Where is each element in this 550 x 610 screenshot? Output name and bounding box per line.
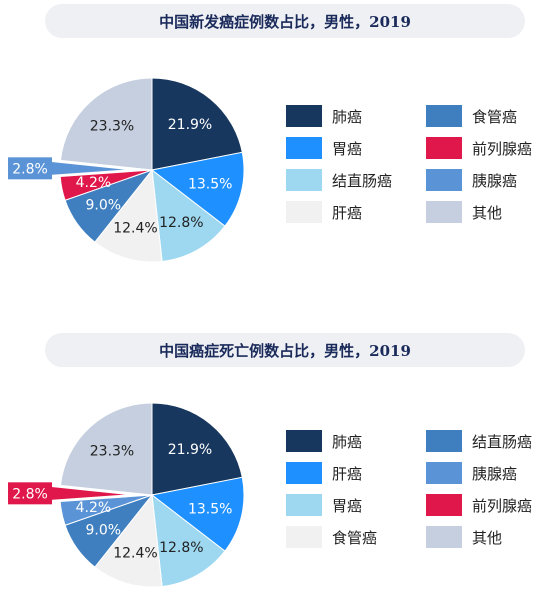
- legend-label: 肝癌: [332, 203, 363, 222]
- legend-item-0: 肺癌: [286, 105, 362, 127]
- legend-swatch: [426, 169, 462, 191]
- pie-callout-box-6: [8, 157, 53, 180]
- chart-title-deaths: 中国癌症死亡例数占比，男性，2019: [45, 333, 525, 367]
- legend-item-5: 胰腺癌: [426, 169, 517, 191]
- pie-slice-1: [150, 151, 245, 227]
- legend-swatch: [286, 430, 322, 452]
- legend-label: 食管癌: [332, 528, 378, 547]
- legend-swatch: [426, 201, 462, 223]
- legend-label: 肝癌: [332, 464, 363, 483]
- legend-item-7: 其他: [426, 526, 502, 548]
- legend-label: 其他: [472, 203, 503, 222]
- legend-item-0: 肺癌: [286, 430, 362, 452]
- pie-chart-new-cases: 21.9% 13.5% 12.8%12.4% 9.0% 4.2% 2.8% 23.3%: [8, 77, 245, 263]
- legend-item-3: 胰腺癌: [426, 462, 517, 484]
- legend-swatch: [286, 169, 322, 191]
- pie-data-label-1: 13.5%: [188, 502, 232, 518]
- legend-swatch: [426, 430, 462, 452]
- legend-swatch: [286, 201, 322, 223]
- pie-data-label-0: 21.9%: [168, 442, 212, 458]
- pie-slice-5: [59, 169, 153, 201]
- legend-new-cases: 肺癌 食管癌胃癌 前列腺癌结直肠癌 胰腺癌肝癌 其他: [286, 105, 546, 235]
- pie-data-label-4: 9.0%: [85, 198, 121, 214]
- legend-swatch: [426, 526, 462, 548]
- pie-data-label-0: 21.9%: [168, 117, 212, 133]
- pie-slice-7: [59, 77, 153, 171]
- legend-item-1: 结直肠癌: [426, 430, 532, 452]
- legend-swatch: [426, 137, 462, 159]
- legend-swatch: [286, 494, 322, 516]
- legend-item-2: 肝癌: [286, 462, 362, 484]
- pie-slice-2: [151, 168, 226, 262]
- legend-item-6: 食管癌: [286, 526, 377, 548]
- pie-callout-box-6: [8, 482, 53, 505]
- pie-data-label-1: 13.5%: [188, 177, 232, 193]
- legend-swatch: [286, 462, 322, 484]
- pie-slice-3: [94, 493, 163, 588]
- legend-label: 结直肠癌: [472, 432, 533, 451]
- pie-data-label-7: 23.3%: [90, 444, 134, 460]
- legend-label: 肺癌: [332, 432, 363, 451]
- legend-item-1: 食管癌: [426, 105, 517, 127]
- legend-label: 胃癌: [332, 496, 363, 515]
- legend-item-3: 前列腺癌: [426, 137, 532, 159]
- legend-swatch: [426, 105, 462, 127]
- pie-data-label-6: 2.8%: [12, 161, 48, 177]
- pie-data-label-3: 12.4%: [113, 545, 157, 561]
- legend-label: 前列腺癌: [472, 496, 533, 515]
- legend-swatch: [286, 105, 322, 127]
- pie-data-label-3: 12.4%: [113, 220, 157, 236]
- legend-swatch: [286, 137, 322, 159]
- pie-data-label-5: 4.2%: [76, 500, 112, 516]
- legend-item-5: 前列腺癌: [426, 494, 532, 516]
- legend-item-4: 结直肠癌: [286, 169, 392, 191]
- legend-label: 胃癌: [332, 139, 363, 158]
- legend-item-6: 肝癌: [286, 201, 362, 223]
- legend-item-4: 胃癌: [286, 494, 362, 516]
- legend-label: 胰腺癌: [472, 171, 518, 190]
- pie-data-label-5: 4.2%: [76, 175, 112, 191]
- legend-deaths: 肺癌 结直肠癌肝癌 胰腺癌胃癌 前列腺癌食管癌 其他: [286, 430, 546, 560]
- legend-item-2: 胃癌: [286, 137, 362, 159]
- legend-label: 其他: [472, 528, 503, 547]
- pie-data-label-2: 12.8%: [159, 215, 203, 231]
- legend-label: 肺癌: [332, 107, 363, 126]
- pie-data-label-6: 2.8%: [12, 486, 48, 502]
- pie-slice-7: [59, 402, 153, 496]
- legend-label: 食管癌: [472, 107, 518, 126]
- legend-swatch: [426, 494, 462, 516]
- pie-data-label-7: 23.3%: [90, 119, 134, 135]
- pie-chart-deaths: 21.9% 13.5% 12.8%12.4% 9.0% 4.2% 2.8% 23.3%: [8, 402, 245, 588]
- legend-label: 胰腺癌: [472, 464, 518, 483]
- pie-data-label-2: 12.8%: [159, 540, 203, 556]
- legend-label: 结直肠癌: [332, 171, 393, 190]
- pie-slice-3: [94, 168, 163, 263]
- legend-label: 前列腺癌: [472, 139, 533, 158]
- pie-slice-0: [151, 402, 243, 496]
- pie-data-label-4: 9.0%: [85, 523, 121, 539]
- pie-slice-0: [151, 77, 243, 171]
- pie-slice-1: [150, 476, 245, 552]
- chart-title-new-cases: 中国新发癌症例数占比，男性，2019: [45, 4, 525, 38]
- legend-item-7: 其他: [426, 201, 502, 223]
- legend-swatch: [426, 462, 462, 484]
- pie-slice-2: [151, 493, 226, 587]
- pie-slice-5: [59, 494, 153, 526]
- legend-swatch: [286, 526, 322, 548]
